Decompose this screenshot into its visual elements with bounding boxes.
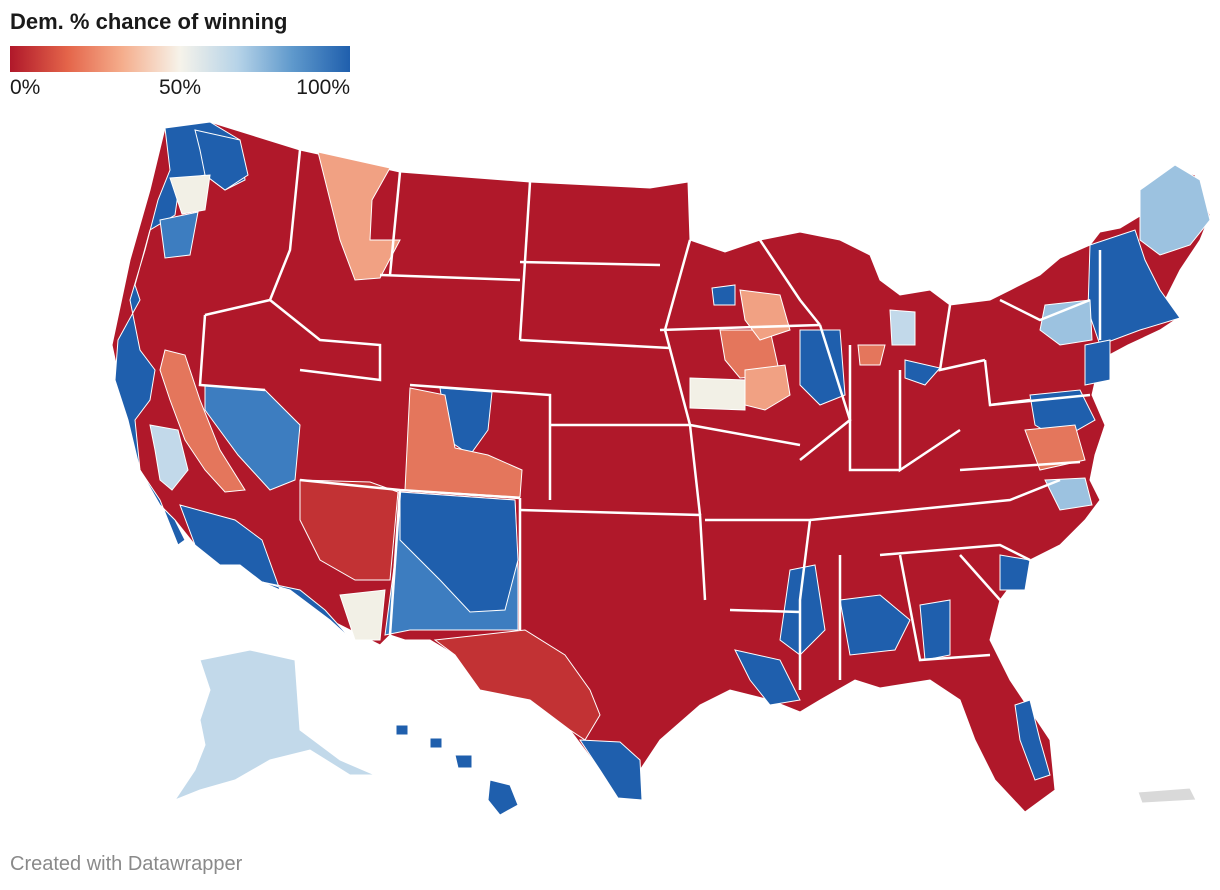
florida-dem xyxy=(1014,699,1051,781)
arizona-south-dem xyxy=(261,581,353,641)
iowa-tossup xyxy=(689,377,746,411)
mississippi-delta-dem xyxy=(779,564,826,656)
credit-footer: Created with Datawrapper xyxy=(10,853,243,875)
legend-tick-0: 0% xyxy=(10,76,41,99)
detroit-dem xyxy=(904,359,941,386)
ca-central-tossup xyxy=(149,424,189,491)
sc-dem xyxy=(999,554,1031,591)
nc-lean-dem xyxy=(1044,477,1093,511)
map-title: Dem. % chance of winning xyxy=(10,9,288,34)
new-mexico-north-dem xyxy=(399,491,519,613)
color-scale-legend xyxy=(10,46,350,72)
chicago-dem xyxy=(799,329,846,406)
alabama-black-belt-dem xyxy=(839,594,911,656)
wa-tossup xyxy=(169,174,211,215)
alaska xyxy=(173,649,376,802)
nevada-dem xyxy=(204,384,301,491)
nyc-dem xyxy=(1084,339,1111,386)
texas-south-dem xyxy=(579,739,643,801)
michigan-tilt-dem xyxy=(889,309,916,346)
michigan-lean-rep xyxy=(857,344,886,366)
ca-north-lean xyxy=(159,349,246,493)
montana-west-lean xyxy=(317,151,401,281)
puerto-rico xyxy=(1137,787,1197,804)
hawaii-oahu xyxy=(429,737,443,749)
virginia-lean-rep xyxy=(1024,424,1086,471)
hawaii-kauai xyxy=(395,724,409,736)
minneapolis-dem xyxy=(711,284,736,306)
hawaii-maui xyxy=(454,754,473,769)
maine-tilt-dem xyxy=(1139,164,1211,256)
new-england-dem xyxy=(1087,229,1181,346)
portland-dem xyxy=(159,211,199,259)
georgia-dem xyxy=(919,599,951,661)
legend-tick-100: 100% xyxy=(296,76,350,99)
legend-tick-50: 50% xyxy=(158,76,202,99)
arizona-tossup xyxy=(339,589,386,641)
state-borders xyxy=(198,149,1102,690)
hawaii-big-island xyxy=(487,779,519,816)
iowa-tilt-rep xyxy=(744,364,791,411)
upstate-ny-lean-dem xyxy=(1039,299,1093,346)
arizona-likely-rep xyxy=(299,479,399,581)
louisiana-dem xyxy=(734,649,801,706)
